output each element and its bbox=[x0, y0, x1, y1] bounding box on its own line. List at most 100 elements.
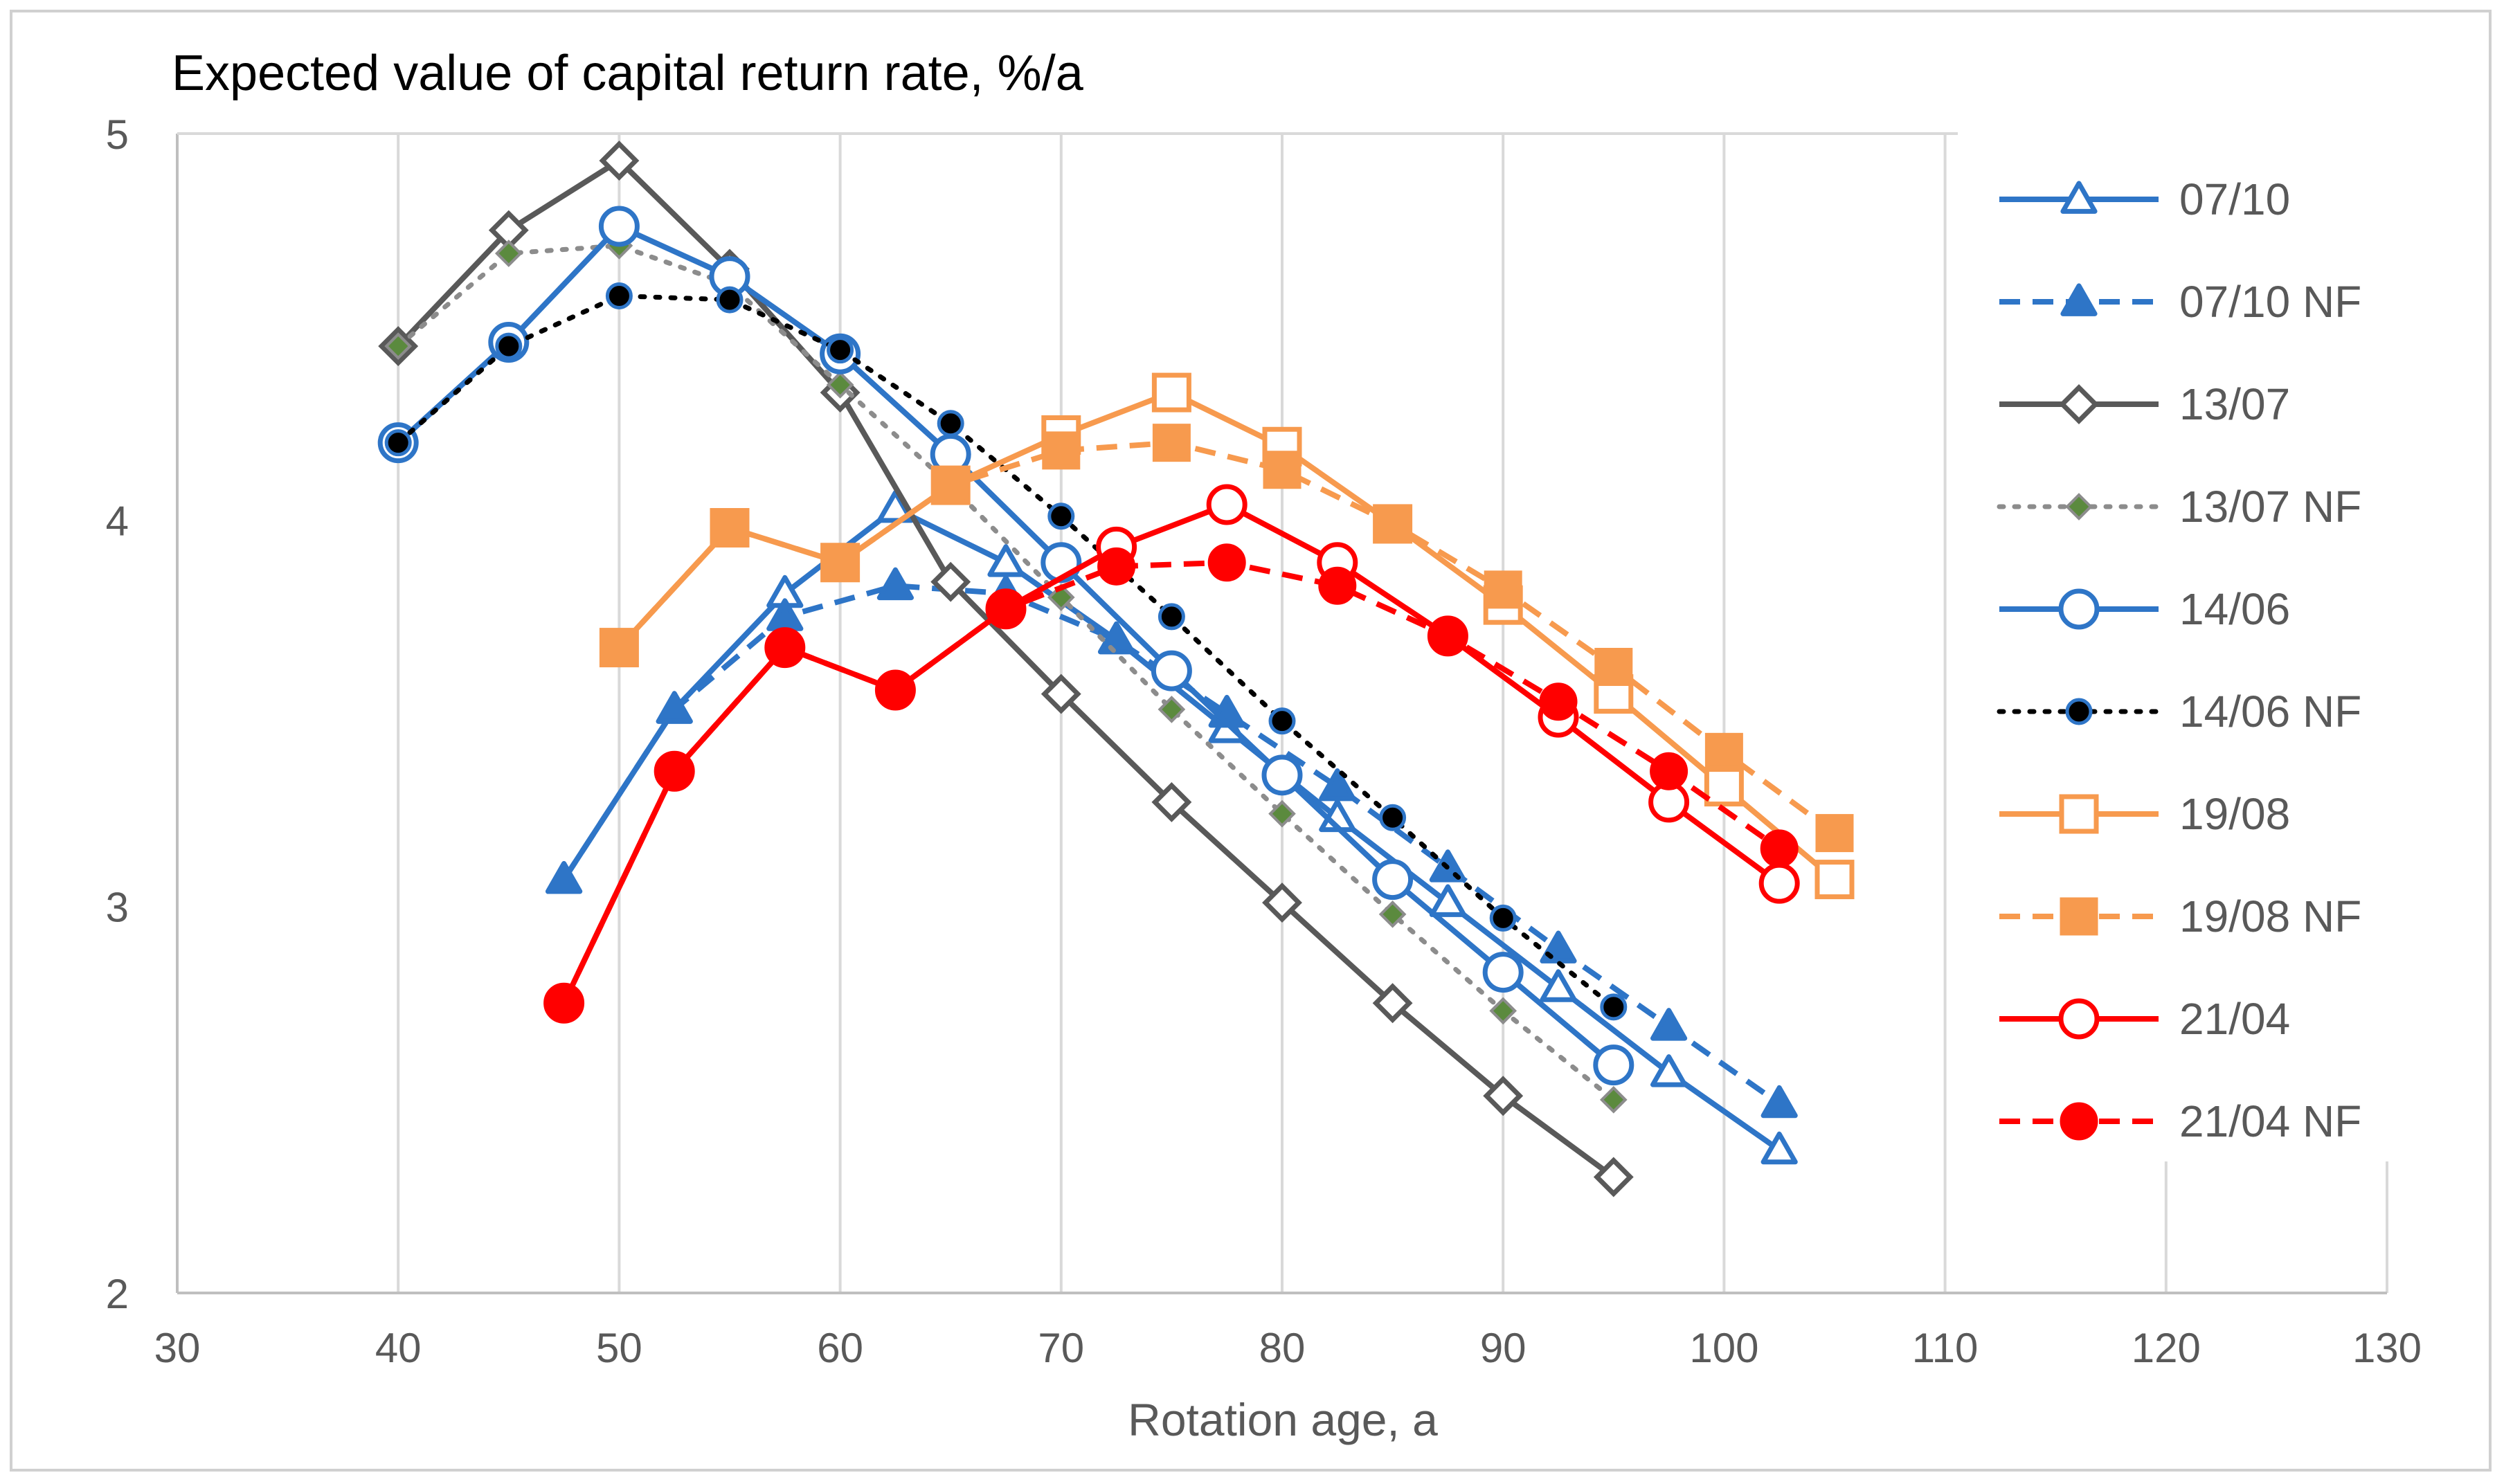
data-point-07-10 bbox=[1429, 884, 1466, 917]
data-point-19-08-nf bbox=[1594, 648, 1633, 686]
data-point-21-04-nf bbox=[876, 671, 915, 709]
series-line-14-06 bbox=[396, 224, 1616, 1067]
legend-marker-13-07 bbox=[2059, 384, 2099, 424]
series-13-07 bbox=[378, 141, 1634, 1197]
series-line-13-07 bbox=[396, 158, 1616, 1179]
data-point-14-06 bbox=[1372, 859, 1414, 901]
data-point-13-07-nf bbox=[1158, 696, 1186, 723]
y-tick-label: 2 bbox=[106, 1271, 129, 1317]
x-tick-label: 30 bbox=[154, 1325, 201, 1371]
series-21-04-nf bbox=[545, 543, 1799, 1022]
data-point-07-10-nf bbox=[1760, 1085, 1798, 1119]
data-point-19-08-nf bbox=[1484, 570, 1522, 609]
legend-entry-13-07: 13/07 bbox=[1999, 379, 2290, 429]
data-point-19-08-nf bbox=[1815, 814, 1854, 853]
data-point-13-07 bbox=[1593, 1157, 1634, 1197]
series-line-14-06-nf bbox=[395, 293, 1616, 1010]
data-point-14-06-nf bbox=[1600, 993, 1628, 1021]
data-point-19-08-nf bbox=[931, 466, 970, 505]
legend-entry-19-08: 19/08 bbox=[1999, 789, 2290, 839]
x-tick-label: 60 bbox=[817, 1325, 863, 1371]
legend-entry-14-06-nf: 14/06 NF bbox=[1997, 687, 2361, 736]
data-point-14-06 bbox=[1593, 1044, 1634, 1086]
legend-marker-14-06 bbox=[2058, 588, 2100, 630]
tick-layer: 30 40 50 60 70 80 90 100 110 120 130 2 3 4 5 bbox=[106, 111, 2422, 1371]
data-point-19-08-nf bbox=[1152, 424, 1191, 462]
x-tick-label: 130 bbox=[2352, 1325, 2422, 1371]
data-point-13-07-nf bbox=[1599, 1086, 1628, 1114]
legend-marker-21-04 bbox=[2058, 998, 2100, 1040]
data-point-14-06 bbox=[1482, 952, 1524, 993]
data-point-13-07-nf bbox=[1268, 799, 1296, 828]
legend-entry-14-06: 14/06 bbox=[1999, 584, 2290, 634]
data-point-14-06-nf bbox=[716, 286, 744, 314]
x-tick-label: 40 bbox=[375, 1325, 422, 1371]
data-point-21-04 bbox=[1206, 484, 1248, 525]
legend-label-14-06: 14/06 bbox=[2179, 584, 2290, 634]
data-point-13-07 bbox=[599, 141, 640, 181]
data-point-07-10 bbox=[876, 489, 914, 523]
data-point-21-04-nf bbox=[1760, 829, 1799, 868]
legend-label-13-07: 13/07 bbox=[2179, 379, 2290, 429]
data-point-19-08-nf bbox=[821, 543, 860, 582]
legend-label-14-06-nf: 14/06 NF bbox=[2179, 687, 2361, 736]
x-axis-title: Rotation age, a bbox=[1128, 1394, 1438, 1445]
data-point-19-08-nf bbox=[600, 628, 638, 667]
data-point-21-04-nf bbox=[1539, 682, 1578, 721]
data-point-14-06-nf bbox=[1158, 603, 1185, 631]
y-tick-label: 5 bbox=[106, 111, 129, 158]
series-line-13-07-nf bbox=[395, 243, 1616, 1103]
x-tick-label: 80 bbox=[1259, 1325, 1306, 1371]
legend-entry-07-10-nf: 07/10 NF bbox=[1999, 277, 2361, 327]
data-point-07-10-nf bbox=[656, 691, 693, 724]
data-point-14-06-nf bbox=[827, 336, 854, 364]
legend-marker-13-07-nf bbox=[2065, 493, 2093, 521]
legend-entry-19-08-nf: 19/08 NF bbox=[1999, 892, 2361, 941]
data-point-19-08 bbox=[1814, 860, 1855, 900]
legend-marker-14-06-nf bbox=[2065, 698, 2093, 725]
legend-label-21-04-nf: 21/04 NF bbox=[2179, 1096, 2361, 1146]
data-point-14-06 bbox=[1151, 650, 1192, 691]
x-tick-label: 120 bbox=[2132, 1325, 2201, 1371]
data-point-07-10-nf bbox=[1098, 621, 1135, 655]
data-point-07-10-nf bbox=[876, 567, 914, 601]
data-point-13-07-nf bbox=[1489, 997, 1517, 1025]
data-point-21-04-nf bbox=[545, 984, 584, 1022]
data-point-14-06-nf bbox=[937, 410, 964, 437]
legend-label-13-07-nf: 13/07 NF bbox=[2179, 482, 2361, 532]
x-tick-label: 70 bbox=[1038, 1325, 1084, 1371]
x-tick-label: 90 bbox=[1480, 1325, 1526, 1371]
x-tick-label: 110 bbox=[1912, 1325, 1979, 1371]
chart-svg: Expected value of capital return rate, %… bbox=[106, 46, 2442, 1445]
data-point-13-07 bbox=[1262, 883, 1302, 923]
data-point-14-06-nf bbox=[495, 332, 523, 360]
data-point-19-08-nf bbox=[710, 509, 749, 547]
data-point-14-06 bbox=[1261, 754, 1303, 796]
data-point-14-06-nf bbox=[1379, 804, 1407, 831]
data-point-13-07 bbox=[1151, 781, 1192, 822]
legend-label-21-04: 21/04 bbox=[2179, 994, 2290, 1044]
data-point-14-06-nf bbox=[1047, 503, 1075, 530]
data-point-07-10 bbox=[1760, 1131, 1798, 1165]
y-tick-label: 3 bbox=[106, 885, 129, 931]
data-point-19-08-nf bbox=[1042, 431, 1081, 470]
legend: 07/10 07/10 NF 13/07 13/07 NF 14/06 14/06 NF 1… bbox=[1997, 174, 2361, 1146]
series-19-08-nf bbox=[600, 424, 1854, 853]
legend-marker-19-08 bbox=[2059, 794, 2099, 834]
data-point-19-08 bbox=[1704, 767, 1744, 807]
data-point-13-07-nf bbox=[384, 332, 413, 360]
data-point-21-04-nf bbox=[766, 628, 804, 667]
data-point-07-10-nf bbox=[1650, 1008, 1688, 1041]
legend-label-19-08: 19/08 bbox=[2179, 789, 2290, 839]
data-point-13-07-nf bbox=[1047, 583, 1075, 611]
data-point-21-04-nf bbox=[1650, 752, 1688, 790]
legend-entry-21-04-nf: 21/04 NF bbox=[1999, 1096, 2361, 1146]
data-point-21-04-nf bbox=[1207, 543, 1246, 582]
data-point-13-07-nf bbox=[826, 371, 854, 399]
data-point-14-06-nf bbox=[1268, 707, 1296, 735]
data-point-07-10 bbox=[1650, 1054, 1688, 1087]
data-point-14-06-nf bbox=[1489, 904, 1517, 932]
data-point-13-07-nf bbox=[494, 239, 523, 267]
data-point-14-06 bbox=[598, 206, 640, 247]
legend-entry-07-10: 07/10 bbox=[1999, 174, 2290, 224]
